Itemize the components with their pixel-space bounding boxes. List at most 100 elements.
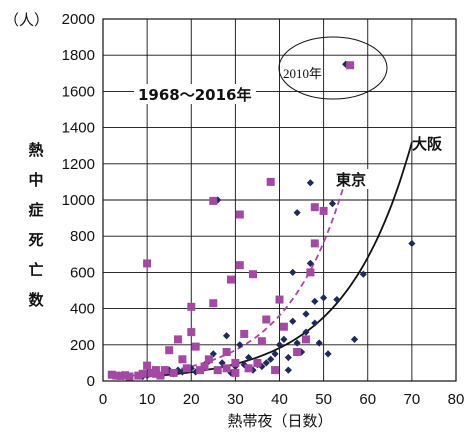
data-point-osaka bbox=[315, 339, 323, 347]
data-point-tokyo bbox=[306, 268, 315, 277]
data-point-tokyo bbox=[213, 366, 222, 375]
x-tick-label: 80 bbox=[448, 391, 465, 408]
data-point-tokyo bbox=[169, 368, 178, 377]
data-point-tokyo bbox=[209, 299, 218, 308]
axes bbox=[102, 18, 457, 382]
data-point-tokyo bbox=[231, 358, 240, 367]
data-point-tokyo bbox=[160, 366, 169, 375]
x-tick-label: 50 bbox=[315, 391, 332, 408]
data-point-tokyo bbox=[227, 275, 235, 284]
data-point-tokyo bbox=[266, 177, 275, 186]
data-point-osaka bbox=[271, 350, 279, 358]
data-point-tokyo bbox=[125, 372, 134, 381]
data-point-osaka bbox=[284, 366, 292, 374]
data-point-tokyo bbox=[275, 295, 284, 304]
data-point-osaka bbox=[267, 355, 275, 363]
data-point-tokyo bbox=[112, 371, 121, 380]
data-point-tokyo bbox=[187, 302, 196, 311]
data-point-osaka bbox=[258, 362, 266, 371]
y-tick-label: 0 bbox=[87, 373, 95, 390]
data-point-tokyo bbox=[147, 368, 156, 377]
data-point-osaka bbox=[302, 310, 310, 318]
data-point-osaka bbox=[293, 209, 301, 217]
y-tick-label: 1600 bbox=[62, 83, 95, 100]
data-point-tokyo bbox=[235, 261, 244, 270]
x-tick-label: 70 bbox=[404, 391, 421, 408]
tokyo-label-bg bbox=[332, 169, 372, 189]
data-point-osaka bbox=[236, 341, 244, 349]
data-point-osaka bbox=[350, 335, 359, 343]
y-tick-label: 1000 bbox=[62, 192, 95, 209]
data-point-osaka bbox=[306, 179, 314, 187]
data-point-osaka bbox=[275, 341, 284, 349]
data-point-tokyo bbox=[178, 355, 187, 364]
x-tick-label: 0 bbox=[99, 391, 107, 408]
data-point-tokyo bbox=[143, 361, 152, 370]
data-point-tokyo bbox=[319, 206, 328, 215]
data-point-tokyo bbox=[200, 362, 209, 371]
y-tick-label: 2000 bbox=[62, 11, 95, 28]
data-point-tokyo bbox=[151, 366, 160, 375]
highlight-ellipse bbox=[278, 36, 388, 100]
data-point-tokyo bbox=[191, 342, 200, 351]
data-point-tokyo bbox=[209, 196, 218, 205]
data-point-osaka bbox=[245, 353, 253, 362]
data-point-tokyo bbox=[293, 348, 302, 356]
data-point-tokyo bbox=[182, 364, 191, 373]
x-tick-label: 60 bbox=[359, 391, 376, 408]
y-tick-label: 800 bbox=[70, 228, 95, 245]
data-point-tokyo bbox=[240, 329, 249, 338]
data-point-tokyo bbox=[346, 61, 355, 70]
data-point-osaka bbox=[302, 328, 310, 336]
data-point-tokyo bbox=[121, 371, 130, 380]
data-point-osaka bbox=[178, 368, 187, 376]
data-point-tokyo bbox=[116, 371, 125, 380]
tokyo-label: 東京 bbox=[336, 171, 366, 189]
y-tick-label: 1200 bbox=[62, 156, 95, 173]
data-point-osaka bbox=[324, 350, 332, 358]
data-point-tokyo bbox=[174, 335, 182, 344]
data-point-tokyo bbox=[143, 259, 152, 268]
data-point-osaka bbox=[333, 295, 341, 304]
y-unit-label: （人） bbox=[4, 11, 49, 29]
data-point-tokyo bbox=[134, 371, 143, 380]
data-point-osaka bbox=[280, 335, 288, 343]
data-point-tokyo bbox=[302, 335, 310, 344]
data-point-osaka bbox=[311, 297, 319, 305]
data-point-tokyo bbox=[222, 364, 231, 373]
highlight-label: 2010年 bbox=[283, 66, 322, 81]
data-point-tokyo bbox=[249, 270, 257, 279]
data-point-osaka bbox=[222, 332, 231, 340]
data-point-tokyo bbox=[279, 322, 288, 331]
data-point-tokyo bbox=[262, 315, 271, 324]
y-axis-label: 熱中症死亡数 bbox=[28, 141, 44, 309]
data-point-osaka bbox=[209, 350, 217, 358]
x-tick-label: 10 bbox=[139, 391, 156, 408]
data-point-osaka bbox=[289, 268, 297, 276]
data-point-tokyo bbox=[310, 239, 319, 248]
plot-frame bbox=[102, 18, 457, 382]
data-point-tokyo bbox=[244, 364, 253, 373]
data-point-tokyo bbox=[235, 210, 244, 219]
data-point-tokyo bbox=[310, 203, 319, 212]
data-point-tokyo bbox=[253, 358, 262, 367]
x-tick-labels: 0 10 20 30 40 50 60 70 80 bbox=[99, 391, 465, 408]
y-tick-label: 1400 bbox=[62, 120, 95, 137]
x-axis-label: 熱帯夜（日数） bbox=[227, 412, 332, 430]
y-tick-label: 200 bbox=[70, 337, 95, 354]
data-point-osaka bbox=[328, 200, 337, 208]
data-points bbox=[107, 60, 416, 381]
y-tick-label: 1800 bbox=[62, 47, 95, 64]
y-tick-label: 600 bbox=[70, 264, 95, 281]
data-point-tokyo bbox=[165, 346, 174, 355]
data-point-tokyo bbox=[271, 366, 280, 375]
data-point-osaka bbox=[306, 259, 314, 267]
data-point-osaka bbox=[359, 270, 367, 278]
x-tick-label: 20 bbox=[183, 391, 200, 408]
data-point-osaka bbox=[262, 359, 270, 367]
data-point-tokyo bbox=[138, 369, 147, 378]
data-point-osaka bbox=[289, 317, 297, 325]
data-point-tokyo bbox=[222, 348, 231, 356]
data-point-tokyo bbox=[156, 371, 165, 380]
